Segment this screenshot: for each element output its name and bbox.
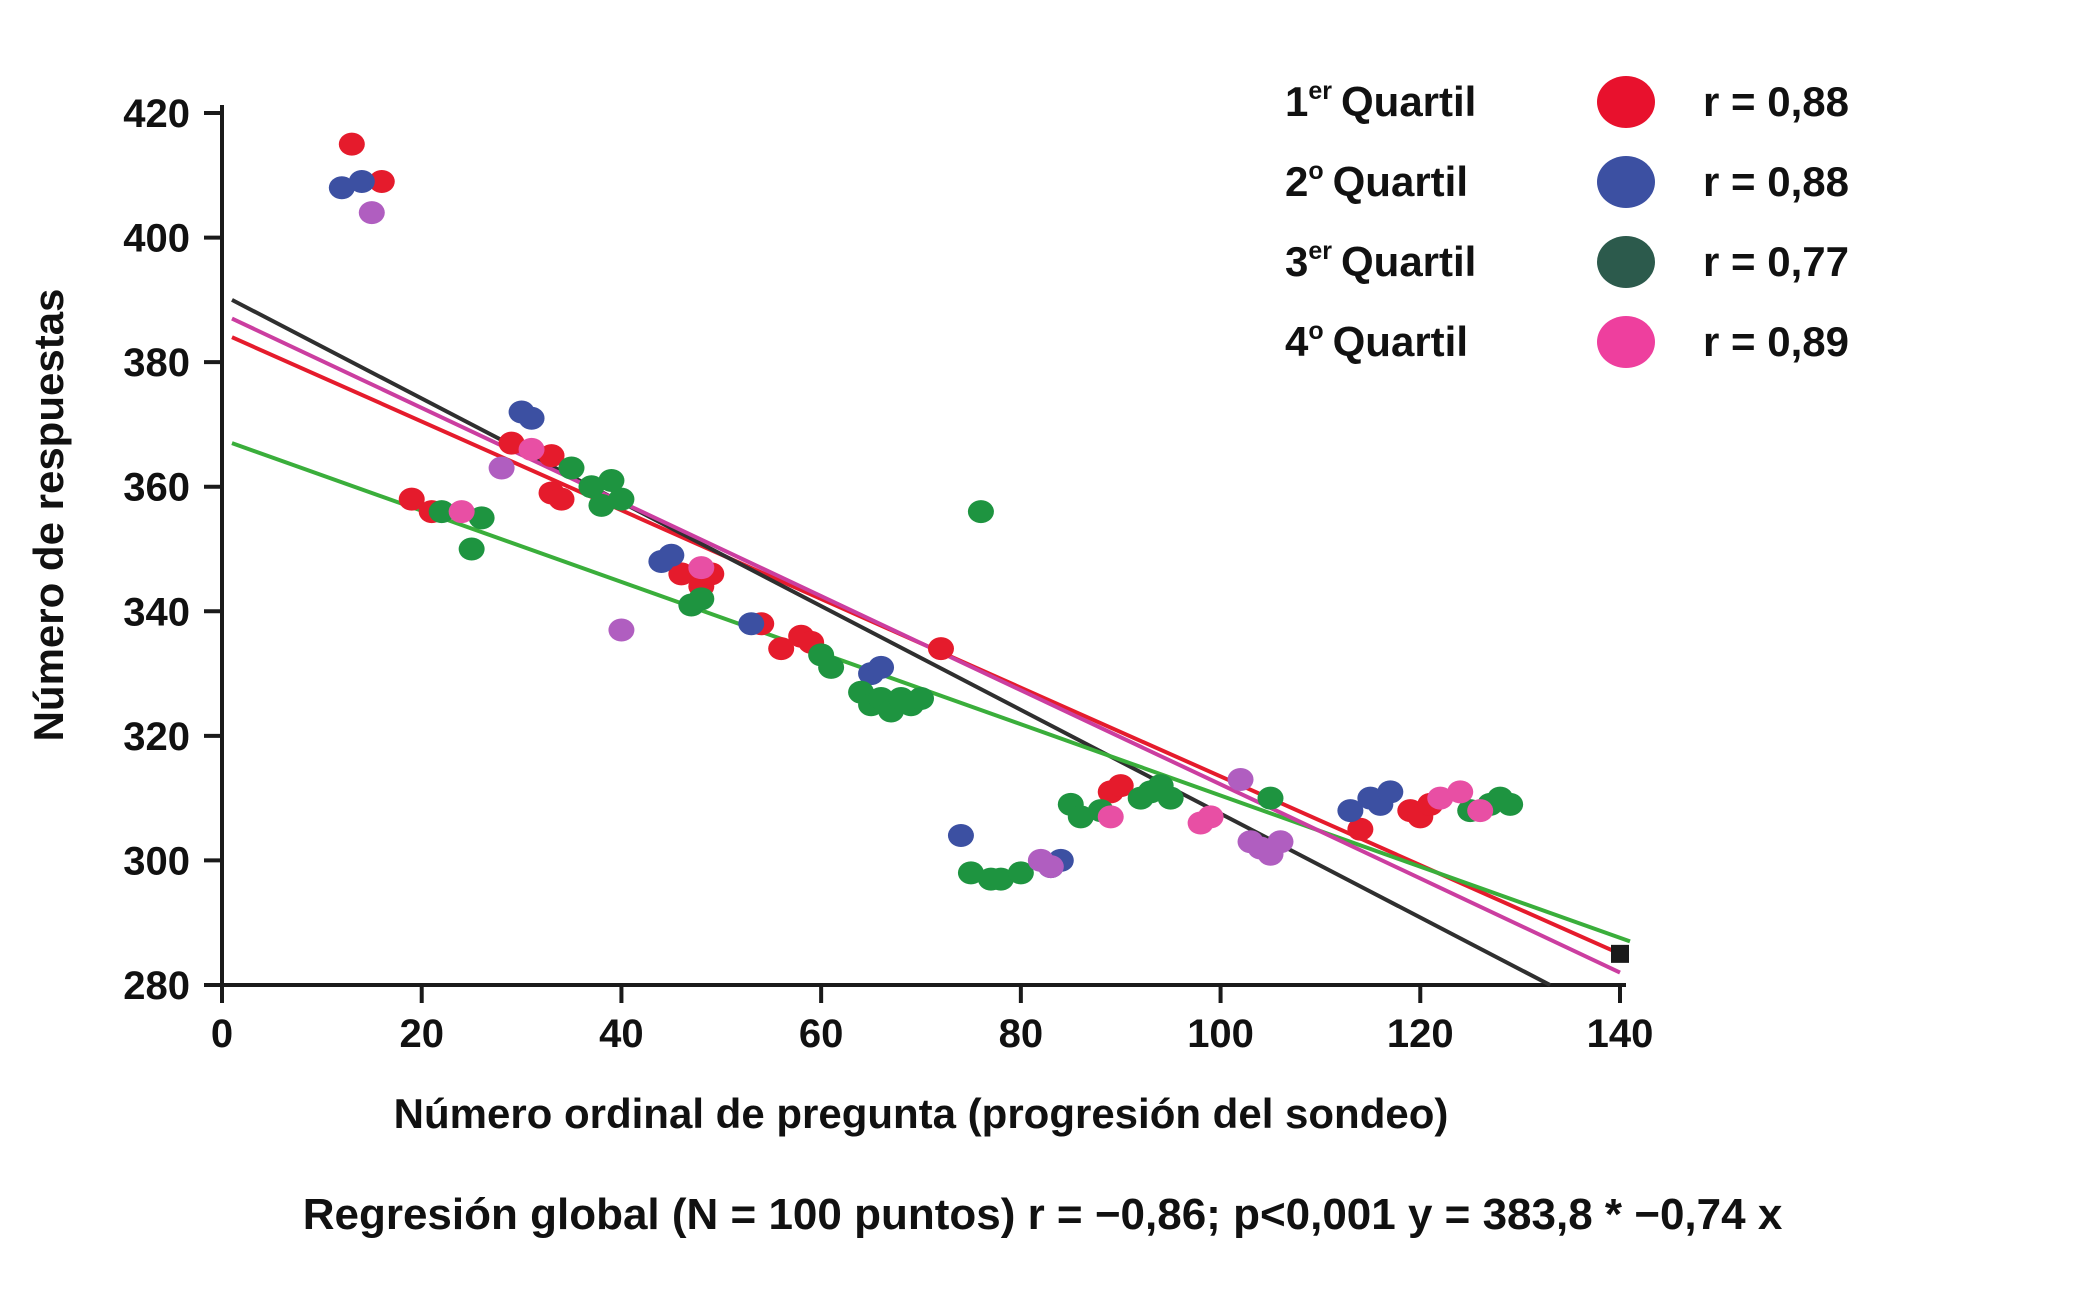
y-tick-label: 300 — [123, 839, 190, 883]
data-point-q4 — [488, 456, 515, 480]
data-point-q4 — [358, 201, 385, 225]
data-point-q4 — [1037, 855, 1064, 879]
legend-dot-q2 — [1597, 156, 1655, 208]
data-point-q1 — [768, 637, 795, 661]
data-point-q3 — [987, 867, 1014, 891]
x-tick-label: 0 — [211, 1012, 233, 1056]
data-point-q3 — [608, 487, 635, 511]
legend-label-q1: 1er Quartil — [1285, 77, 1477, 125]
y-tick-label: 400 — [123, 217, 190, 261]
data-point-q3 — [468, 506, 495, 530]
y-tick-label: 420 — [123, 92, 190, 136]
data-point-q4 — [1227, 767, 1254, 791]
data-point-q4 — [1267, 830, 1294, 854]
data-point-q1 — [398, 487, 425, 511]
data-point-q3 — [598, 468, 625, 492]
data-point-q1 — [338, 132, 365, 156]
x-tick-label: 20 — [399, 1012, 444, 1056]
data-point-q2 — [947, 824, 974, 848]
trend-line-q2 — [231, 298, 1552, 987]
x-tick-label: 120 — [1387, 1012, 1454, 1056]
data-point-q4 — [1447, 780, 1474, 804]
data-point-q2 — [868, 655, 895, 679]
data-point-q1 — [498, 431, 525, 455]
data-point-q3 — [957, 861, 984, 885]
data-point-q3 — [1007, 861, 1034, 885]
data-point-q4 — [608, 618, 635, 642]
data-point-q2 — [1377, 780, 1404, 804]
data-point-q2 — [658, 543, 685, 567]
x-tick-label: 80 — [999, 1012, 1044, 1056]
data-point-q2 — [328, 176, 355, 200]
data-point-q4 — [688, 556, 715, 580]
end-marker — [1611, 944, 1629, 963]
legend-r-q1: r = 0,88 — [1703, 78, 1849, 125]
data-point-q3 — [1497, 792, 1524, 816]
y-axis-label: Número de respuestas — [25, 288, 72, 742]
legend-row-q4: 4o Quartil r = 0,89 — [1285, 302, 1849, 382]
legend-row-q3: 3er Quartil r = 0,77 — [1285, 222, 1849, 302]
y-tick-label: 280 — [123, 964, 190, 1008]
x-tick-label: 100 — [1187, 1012, 1254, 1056]
data-point-q4 — [1427, 786, 1454, 810]
y-tick-label: 340 — [123, 590, 190, 634]
y-tick-label: 380 — [123, 341, 190, 385]
x-tick-label: 140 — [1587, 1012, 1654, 1056]
y-tick-label: 360 — [123, 466, 190, 510]
x-axis-label: Número ordinal de pregunta (progresión d… — [393, 1090, 1449, 1137]
data-point-q4 — [1097, 805, 1124, 829]
data-point-q2 — [348, 170, 375, 194]
data-point-q4 — [1467, 799, 1494, 823]
data-point-q2 — [518, 406, 545, 430]
data-point-q3 — [688, 587, 715, 611]
data-point-q4 — [448, 500, 475, 524]
legend-label-q4: 4o Quartil — [1285, 317, 1468, 365]
legend-dot-q1 — [1597, 76, 1655, 128]
legend-r-q4: r = 0,89 — [1703, 318, 1849, 365]
data-point-q1 — [668, 562, 695, 586]
data-point-q3 — [578, 475, 605, 499]
data-point-q3 — [1067, 805, 1094, 829]
legend-r-q2: r = 0,88 — [1703, 158, 1849, 205]
data-point-q1 — [368, 170, 395, 194]
legend: 1er Quartil r = 0,88 2o Quartil r = 0,88 3… — [1285, 62, 1849, 382]
data-point-q3 — [558, 456, 585, 480]
x-tick-label: 60 — [799, 1012, 844, 1056]
legend-row-q1: 1er Quartil r = 0,88 — [1285, 62, 1849, 142]
x-tick-label: 40 — [599, 1012, 644, 1056]
legend-r-q3: r = 0,77 — [1703, 238, 1849, 285]
data-point-q3 — [908, 686, 934, 710]
data-point-q1 — [927, 637, 954, 661]
data-point-q2 — [1337, 799, 1364, 823]
data-point-q3 — [1257, 786, 1284, 810]
legend-label-q2: 2o Quartil — [1285, 157, 1468, 205]
y-tick-label: 320 — [123, 715, 190, 759]
legend-row-q2: 2o Quartil r = 0,88 — [1285, 142, 1849, 222]
data-point-q3 — [967, 500, 994, 524]
data-point-q3 — [1157, 786, 1184, 810]
data-point-q1 — [1347, 817, 1374, 841]
trend-line-q4 — [231, 316, 1621, 975]
data-point-q3 — [428, 500, 455, 524]
data-point-q1 — [1107, 774, 1134, 798]
legend-dot-q3 — [1597, 236, 1655, 288]
data-point-q4 — [1197, 805, 1224, 829]
data-point-q1 — [548, 487, 575, 511]
data-point-q3 — [818, 655, 845, 679]
regression-caption: Regresión global (N = 100 puntos) r = −0… — [302, 1190, 1783, 1239]
data-point-q3 — [458, 537, 485, 561]
data-point-q3 — [588, 493, 615, 517]
data-point-q4 — [518, 437, 545, 461]
data-point-q1 — [538, 444, 565, 468]
data-point-q2 — [738, 612, 765, 636]
legend-label-q3: 3er Quartil — [1285, 237, 1477, 285]
legend-dot-q4 — [1597, 316, 1655, 368]
